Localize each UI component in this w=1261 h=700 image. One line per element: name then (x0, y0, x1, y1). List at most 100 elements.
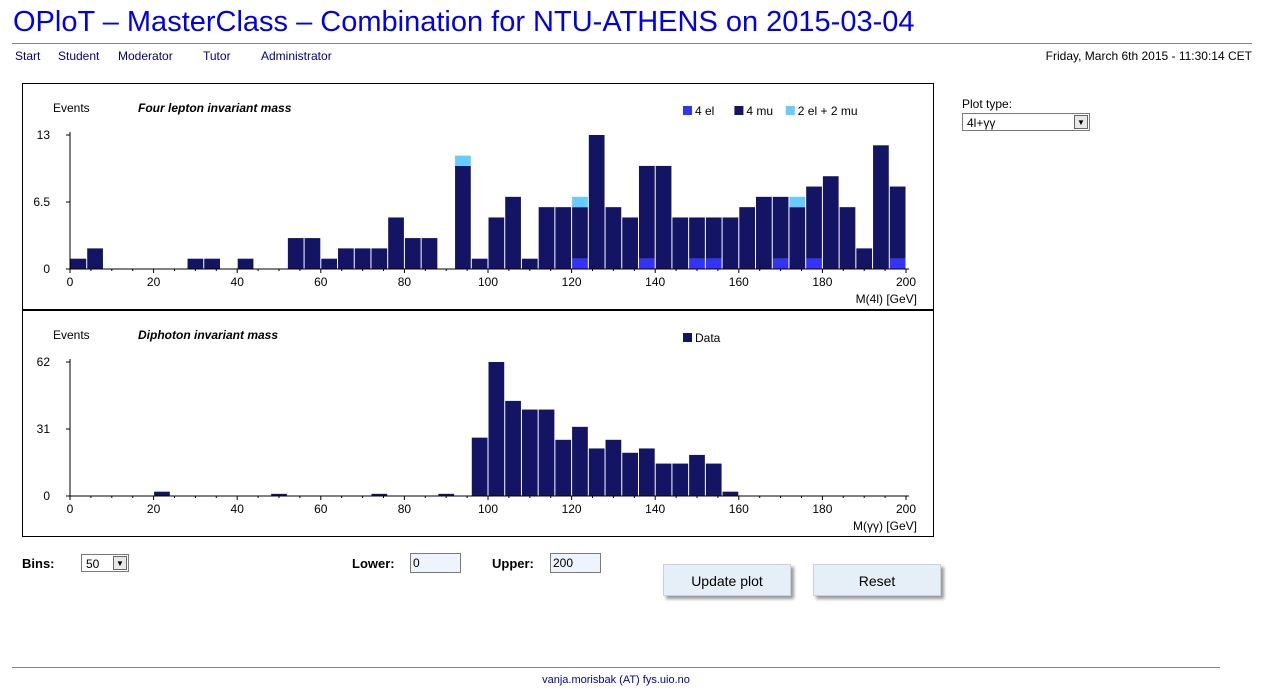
histogram-bar (521, 258, 538, 269)
histogram-bar (321, 258, 338, 269)
histogram-bar (371, 493, 388, 496)
reset-button[interactable]: Reset (813, 564, 941, 596)
histogram-bar (638, 165, 655, 259)
histogram-bar (638, 448, 655, 496)
x-tick-label: 20 (147, 275, 161, 289)
histogram-bar (471, 258, 488, 269)
lower-input[interactable]: 0 (410, 553, 461, 573)
y-tick-label: 62 (37, 355, 51, 369)
histogram-bar (338, 248, 354, 269)
x-tick-label: 40 (231, 275, 245, 289)
histogram-bar (438, 493, 455, 496)
histogram-bar (806, 258, 822, 269)
x-tick-label: 180 (812, 275, 832, 289)
histogram-bar (655, 165, 672, 269)
y-tick-label: 0 (43, 489, 50, 503)
histogram-bar (555, 439, 572, 496)
histogram-bar (154, 491, 170, 496)
histogram-bar (572, 207, 588, 259)
bins-select[interactable]: 50 ▼ (81, 554, 129, 572)
histogram-bar (638, 258, 655, 269)
footer-email[interactable]: vanja.morisbak (AT) fys.uio.no (542, 674, 690, 686)
histogram-bar (237, 258, 254, 269)
histogram-bar (672, 463, 689, 496)
histogram-bar (789, 196, 806, 208)
histogram-bar (722, 217, 739, 269)
histogram-bar (605, 439, 622, 496)
histogram-bar (505, 400, 521, 496)
nav-tutor-link[interactable]: Tutor (203, 49, 231, 63)
x-tick-label: 40 (231, 502, 245, 516)
four-lepton-chart: Events Four lepton invariant mass M(4l) [G… (33, 101, 917, 306)
bins-value: 50 (86, 557, 100, 571)
legend-swatch (785, 106, 795, 115)
histogram-bar (455, 165, 471, 269)
nav-moderator-link[interactable]: Moderator (118, 49, 173, 63)
y-tick-label: 31 (37, 422, 51, 436)
histogram-bar (505, 196, 521, 269)
histogram-bar (371, 248, 388, 269)
histogram-bar (204, 258, 220, 269)
x-tick-label: 0 (67, 275, 74, 289)
lower-label: Lower: (352, 556, 395, 571)
plot-type-select[interactable]: 4l+γγ ▼ (962, 113, 1090, 131)
upper-label: Upper: (492, 556, 534, 571)
histogram-bar (689, 217, 705, 259)
upper-input[interactable]: 200 (550, 553, 601, 573)
plot-type-label: Plot type: (962, 97, 1013, 111)
current-datetime: Friday, March 6th 2015 - 11:30:14 CET (1045, 49, 1252, 63)
x-tick-label: 120 (562, 502, 582, 516)
x-axis-label: M(4l) [GeV] (856, 292, 917, 306)
footer-divider (12, 667, 1220, 668)
x-tick-label: 80 (398, 275, 412, 289)
histogram-bar (806, 186, 822, 259)
histogram-bar (555, 207, 572, 269)
histogram-bar (304, 238, 321, 269)
histogram-bar (521, 409, 538, 496)
legend-swatch (734, 106, 744, 115)
histogram-bar (722, 491, 739, 496)
x-tick-label: 100 (478, 502, 498, 516)
histogram-bar (856, 248, 873, 269)
x-tick-label: 60 (314, 502, 328, 516)
nav-start-link[interactable]: Start (15, 49, 41, 63)
plot-divider (22, 309, 934, 311)
histogram-bar (471, 437, 488, 496)
bins-label: Bins: (22, 556, 55, 571)
x-tick-label: 160 (729, 275, 749, 289)
histogram-bar (588, 448, 605, 496)
histogram-bar (672, 217, 689, 269)
update-plot-button[interactable]: Update plot (663, 564, 791, 596)
legend-label: 2 el + 2 mu (798, 104, 858, 118)
histogram-bar (354, 248, 371, 269)
histogram-bar (488, 217, 505, 269)
nav-administrator-link[interactable]: Administrator (261, 49, 332, 63)
histogram-bar (70, 258, 87, 269)
legend-label: 4 el (695, 104, 714, 118)
x-tick-label: 180 (812, 502, 832, 516)
legend-swatch (683, 333, 692, 342)
histogram-bar (87, 248, 103, 269)
title-divider (12, 43, 1252, 44)
histogram-bar (488, 362, 505, 496)
histogram-bar (705, 258, 722, 269)
x-tick-label: 200 (896, 275, 916, 289)
nav-student-link[interactable]: Student (58, 49, 100, 63)
histogram-bar (739, 207, 756, 269)
y-tick-label: 0 (43, 262, 50, 276)
chart-title: Four lepton invariant mass (138, 101, 292, 115)
histogram-bar (622, 452, 638, 496)
histogram-bar (873, 145, 889, 269)
x-tick-label: 0 (67, 502, 74, 516)
histogram-bar (889, 258, 906, 269)
chevron-down-icon[interactable]: ▼ (113, 556, 127, 570)
histogram-bar (789, 207, 806, 269)
histogram-bar (404, 238, 421, 269)
legend-label: Data (695, 331, 721, 345)
x-tick-label: 60 (314, 275, 328, 289)
chevron-down-icon[interactable]: ▼ (1074, 115, 1088, 129)
histogram-bar (889, 186, 906, 259)
histogram-bar (705, 463, 722, 496)
histogram-bar (538, 409, 555, 496)
histogram-bar (538, 207, 555, 269)
